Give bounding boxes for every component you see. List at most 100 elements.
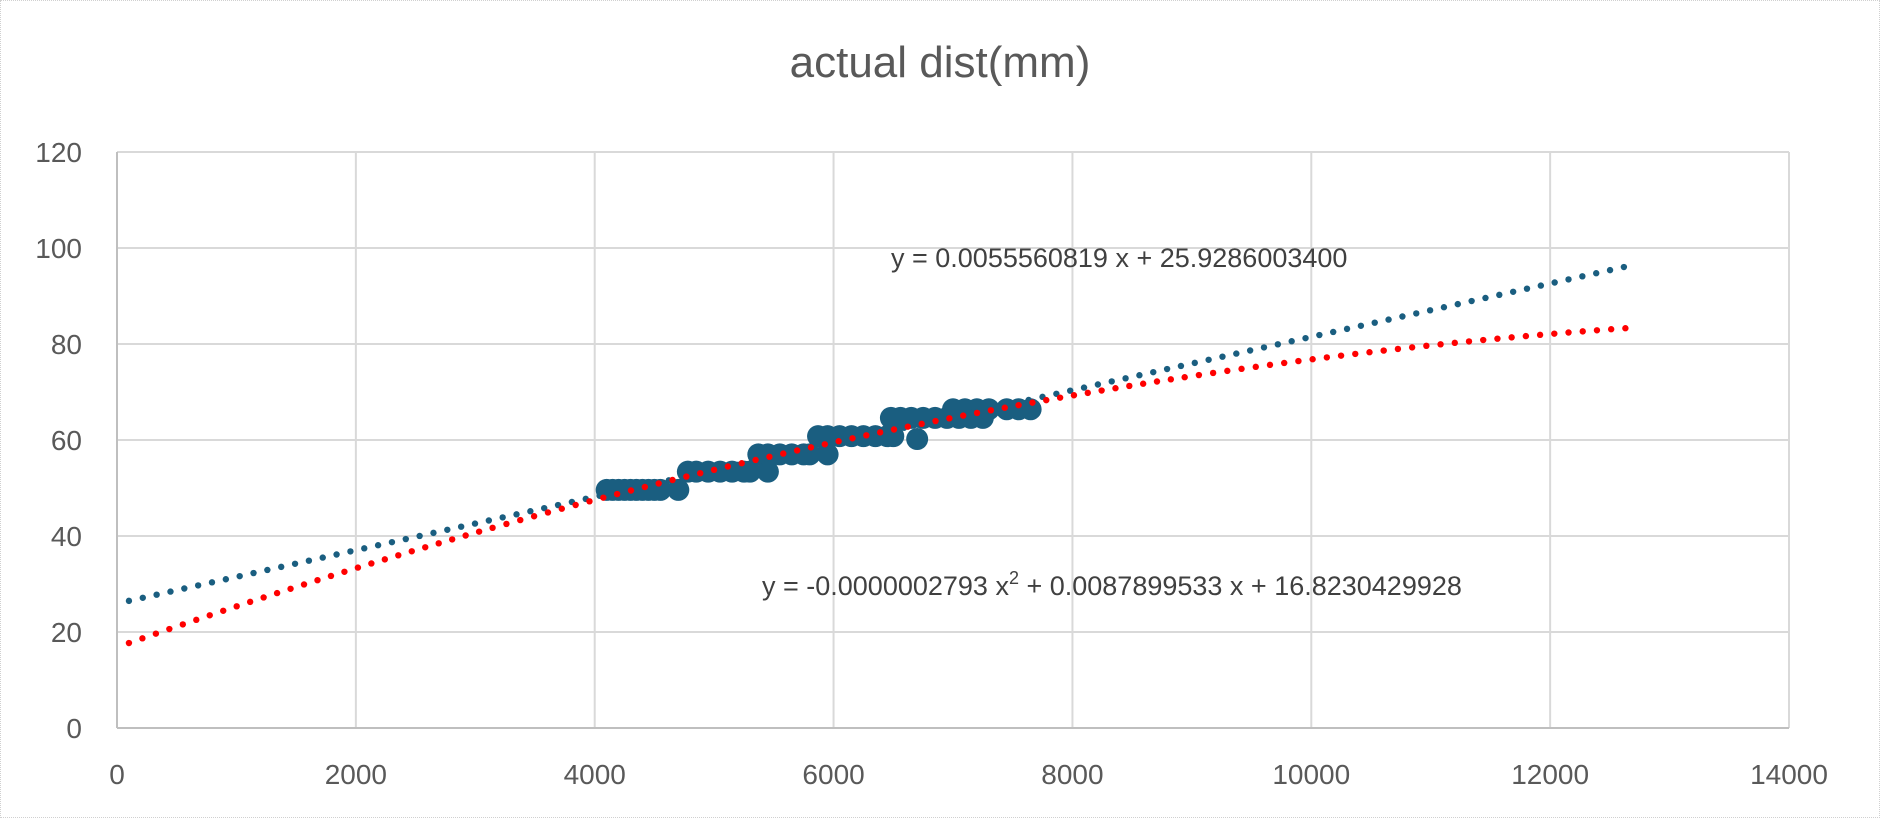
trendline-dot xyxy=(932,417,939,425)
x-tick-label: 10000 xyxy=(1272,759,1350,790)
trendline-polynomial-equation[interactable]: y = -0.0000002793 x2 + 0.0087899533 x + … xyxy=(762,568,1462,601)
trendline-linear[interactable] xyxy=(125,263,1628,605)
trendline-dot xyxy=(1330,328,1337,336)
trendline-dot xyxy=(987,407,995,414)
trendline-dot xyxy=(260,594,267,601)
trendline-dot xyxy=(960,412,967,419)
trendline-dot xyxy=(1579,273,1586,280)
data-point[interactable] xyxy=(906,428,929,451)
data-point[interactable] xyxy=(667,478,690,501)
trendline-dot xyxy=(1607,326,1615,333)
trendline-dot xyxy=(314,576,321,584)
trendline-dot xyxy=(408,548,415,555)
trendline-linear-equation[interactable]: y = 0.0055560819 x + 25.9286003400 xyxy=(891,243,1347,273)
data-point[interactable] xyxy=(756,460,779,483)
trendline-dot xyxy=(1399,313,1406,320)
trendline-dot xyxy=(973,409,981,417)
x-tick-label: 0 xyxy=(109,759,125,790)
trendline-dot xyxy=(1323,354,1331,361)
trendline-dot xyxy=(361,545,368,552)
trendline-dot xyxy=(305,557,313,564)
y-axis-tick-labels: 0 20 40 60 80 100 120 xyxy=(35,137,82,744)
trendline-dot xyxy=(1509,288,1517,295)
trendline-dot xyxy=(489,524,496,532)
trendline-dot xyxy=(503,520,510,528)
data-point[interactable] xyxy=(1019,398,1042,421)
x-tick-label: 12000 xyxy=(1511,759,1589,790)
trendline-dot xyxy=(246,598,254,606)
trendline-dot xyxy=(1620,263,1628,271)
trendline-dot xyxy=(1480,336,1487,344)
trendline-dot xyxy=(1266,361,1274,369)
trendline-dot xyxy=(139,594,146,601)
trendline-dot xyxy=(1233,350,1240,357)
trendline-dot xyxy=(333,551,340,558)
trendline-dot xyxy=(444,526,451,533)
trendline-dot xyxy=(1122,375,1129,382)
trendline-dot xyxy=(1098,387,1105,394)
trendline-dot xyxy=(849,435,856,442)
trendline-dot xyxy=(422,544,429,551)
trendline-dot xyxy=(669,476,676,484)
trendline-polynomial[interactable] xyxy=(125,325,1629,647)
trendline-dot xyxy=(541,504,548,512)
trendline-dot xyxy=(807,444,815,451)
trendline-dot xyxy=(863,432,870,439)
trendline-dot xyxy=(1494,335,1501,342)
trendline-dot xyxy=(1295,357,1302,365)
trendline-dot xyxy=(1043,396,1050,404)
y-tick-label: 20 xyxy=(51,617,82,648)
trendline-dot xyxy=(435,540,442,547)
y-tick-label: 120 xyxy=(35,137,82,168)
trendline-dot xyxy=(395,552,402,559)
trendline-dot xyxy=(918,420,925,428)
trendline-dot xyxy=(1288,338,1295,345)
trendline-dot xyxy=(250,569,257,577)
trendline-dot xyxy=(1437,341,1444,348)
trendline-dot xyxy=(890,426,898,433)
trendline-dot xyxy=(462,532,469,539)
trendline-dot xyxy=(1565,329,1572,336)
trendline-dot xyxy=(1181,374,1188,381)
trendline-dot xyxy=(1195,371,1203,379)
trendline-dot xyxy=(1468,297,1475,305)
trendline-dot xyxy=(1536,331,1544,339)
trendline-dot xyxy=(527,508,534,515)
trendline-dot xyxy=(181,585,188,592)
trendline-dot xyxy=(600,494,607,501)
trendline-dot xyxy=(1523,285,1531,292)
trendline-dot xyxy=(513,511,520,518)
trendline-dot xyxy=(125,639,133,647)
trendline-dot xyxy=(208,579,216,586)
trendline-dot xyxy=(821,441,828,448)
trendline-dot xyxy=(278,563,285,571)
trendline-dot xyxy=(683,473,690,480)
trendline-dot xyxy=(273,589,281,597)
trendline-dot xyxy=(738,460,745,467)
trendline-dot xyxy=(752,456,759,464)
trendline-dot xyxy=(655,480,662,487)
trendline-dot xyxy=(1167,376,1175,383)
axes xyxy=(116,152,1789,729)
data-point[interactable] xyxy=(738,460,761,483)
trendline-dot xyxy=(1343,325,1351,333)
trendline-dot xyxy=(347,548,354,555)
trendline-dot xyxy=(287,585,294,592)
chart-title: actual dist(mm) xyxy=(789,38,1091,87)
trendline-dot xyxy=(1316,331,1323,339)
y-tick-label: 60 xyxy=(51,425,82,456)
equation-part-2: + 0.0087899533 x + 16.8230429928 xyxy=(1019,571,1462,601)
trendline-dot xyxy=(710,466,718,474)
trendline-dot xyxy=(1126,382,1133,390)
trendline-dot xyxy=(1551,279,1558,286)
trendline-dot xyxy=(1150,368,1157,376)
trendline-dot xyxy=(1496,291,1503,299)
trendline-dot xyxy=(1108,378,1115,385)
gridlines xyxy=(117,151,1790,728)
trendline-dot xyxy=(475,528,483,535)
trendline-dot xyxy=(499,514,506,521)
trendline-dot xyxy=(430,529,437,537)
trendline-dot xyxy=(724,463,732,470)
trendline-dot xyxy=(319,554,326,561)
